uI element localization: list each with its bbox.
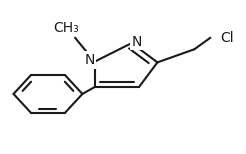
Text: N: N	[84, 53, 95, 67]
Text: N: N	[132, 35, 142, 49]
Text: Cl: Cl	[220, 31, 234, 45]
Text: CH₃: CH₃	[54, 21, 79, 35]
